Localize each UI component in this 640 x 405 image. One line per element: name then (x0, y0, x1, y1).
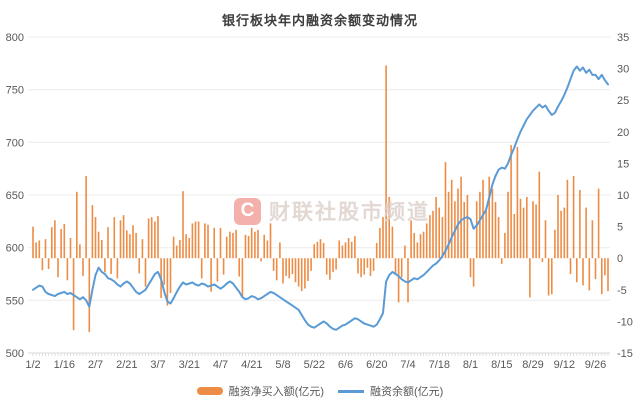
svg-text:550: 550 (6, 295, 24, 307)
svg-text:8/29: 8/29 (522, 359, 543, 371)
svg-text:20: 20 (617, 127, 629, 139)
svg-text:-5: -5 (617, 285, 627, 297)
svg-text:750: 750 (6, 85, 24, 97)
svg-text:-15: -15 (617, 348, 633, 360)
svg-text:9/26: 9/26 (585, 359, 606, 371)
svg-text:1/16: 1/16 (54, 359, 75, 371)
svg-text:5: 5 (617, 222, 623, 234)
svg-text:25: 25 (617, 95, 629, 107)
chart-legend: 融资净买入额(亿元) 融资余额(亿元) (0, 383, 640, 399)
svg-text:4/21: 4/21 (241, 359, 262, 371)
svg-text:2/21: 2/21 (116, 359, 137, 371)
svg-text:4/7: 4/7 (213, 359, 228, 371)
svg-text:-10: -10 (617, 316, 633, 328)
bar-swatch-icon (196, 387, 223, 395)
svg-text:5/22: 5/22 (304, 359, 325, 371)
line-swatch-icon (338, 389, 364, 393)
svg-text:5/8: 5/8 (275, 359, 290, 371)
svg-text:7/4: 7/4 (400, 359, 415, 371)
svg-text:8/1: 8/1 (463, 359, 478, 371)
svg-text:35: 35 (617, 32, 629, 44)
svg-text:800: 800 (6, 32, 24, 44)
svg-text:600: 600 (6, 243, 24, 255)
svg-text:1/2: 1/2 (25, 359, 40, 371)
svg-text:3/21: 3/21 (179, 359, 200, 371)
svg-text:500: 500 (6, 348, 24, 360)
svg-text:3/7: 3/7 (150, 359, 165, 371)
svg-text:6/20: 6/20 (366, 359, 387, 371)
legend-label-net-buy: 融资净买入额(亿元) (228, 386, 324, 398)
legend-label-balance: 融资余额(亿元) (370, 386, 444, 398)
legend-item-balance: 融资余额(亿元) (338, 383, 443, 399)
svg-text:30: 30 (617, 64, 629, 76)
svg-text:0: 0 (617, 253, 623, 265)
svg-text:6/6: 6/6 (338, 359, 353, 371)
chart-title: 银行板块年内融资余额变动情况 (221, 13, 418, 28)
svg-text:650: 650 (6, 190, 24, 202)
svg-text:2/7: 2/7 (88, 359, 103, 371)
legend-item-net-buy: 融资净买入额(亿元) (196, 383, 324, 399)
svg-text:9/12: 9/12 (554, 359, 575, 371)
svg-text:8/15: 8/15 (491, 359, 512, 371)
svg-text:15: 15 (617, 158, 629, 170)
svg-text:700: 700 (6, 137, 24, 149)
svg-text:10: 10 (617, 190, 629, 202)
svg-text:7/18: 7/18 (429, 359, 450, 371)
